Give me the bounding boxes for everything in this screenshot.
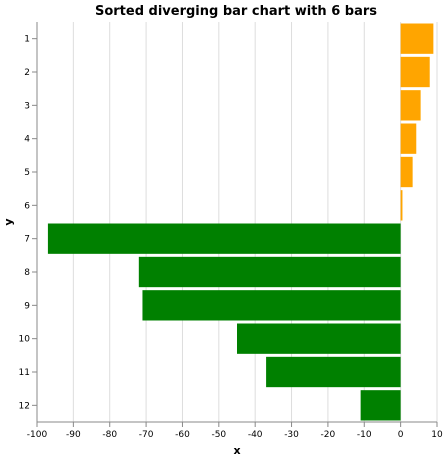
y-tick-label: 11 (19, 368, 30, 378)
y-tick-label: 2 (24, 68, 30, 78)
y-tick-label: 7 (24, 235, 30, 245)
y-tick-label: 3 (24, 101, 30, 111)
x-tick-label: -40 (248, 430, 263, 440)
y-tick-label: 9 (24, 301, 30, 311)
bar (400, 190, 403, 221)
bar (47, 223, 401, 254)
y-tick-label: 8 (24, 268, 30, 278)
x-tick-label: -20 (321, 430, 336, 440)
x-tick-label: 0 (398, 430, 404, 440)
bar (400, 156, 413, 188)
y-tick-label: 12 (19, 401, 30, 411)
x-tick-label: -10 (357, 430, 372, 440)
bar (400, 56, 430, 88)
x-axis-title: x (233, 444, 240, 457)
grid-lines (36, 22, 438, 422)
x-tick-label: -30 (284, 430, 299, 440)
bar (360, 390, 401, 421)
bar (400, 123, 417, 154)
bar (237, 323, 401, 354)
bars (47, 23, 434, 421)
y-axis-title: y (2, 218, 15, 225)
x-tick-label: -50 (211, 430, 226, 440)
axes: -100 -90 -80 -70 -60 -50 -40 -30 -20 -10 0 10123456… (19, 22, 443, 440)
bar (266, 356, 401, 388)
bar (400, 90, 421, 121)
x-tick-label: -70 (139, 430, 154, 440)
x-tick-label: 10 (431, 430, 443, 440)
x-tick-label: -60 (175, 430, 190, 440)
y-tick-label: 10 (19, 335, 31, 345)
y-tick-label: 6 (24, 201, 30, 211)
y-tick-label: 4 (24, 135, 30, 145)
bar (138, 256, 401, 288)
x-tick-label: -100 (27, 430, 48, 440)
y-tick-label: 5 (24, 168, 30, 178)
bar (400, 23, 434, 54)
x-tick-label: -90 (66, 430, 81, 440)
x-tick-label: -80 (102, 430, 117, 440)
chart-title: Sorted diverging bar chart with 6 bars (95, 4, 377, 19)
bar (142, 290, 401, 321)
y-tick-label: 1 (24, 35, 30, 45)
